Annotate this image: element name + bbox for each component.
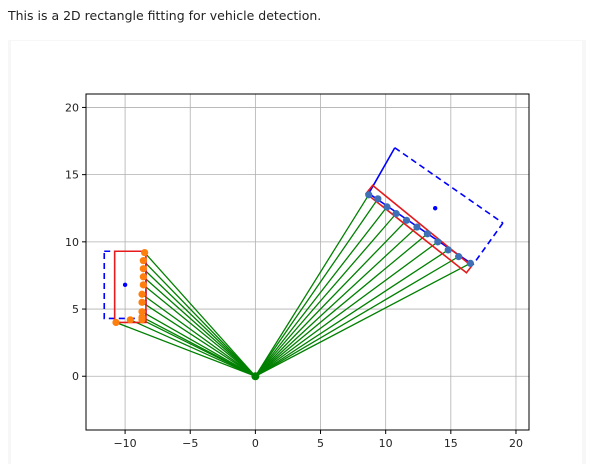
- left-point: [126, 316, 134, 324]
- ray-line: [142, 276, 256, 377]
- right-point: [365, 191, 373, 199]
- right-point: [434, 238, 442, 246]
- right-point: [374, 195, 382, 203]
- y-tick-label: 5: [72, 303, 79, 316]
- x-tick-label: 5: [317, 437, 324, 450]
- right-bbox-side: [394, 147, 504, 224]
- x-tick-label: 10: [379, 437, 393, 450]
- ray-line: [141, 301, 256, 377]
- ray-line: [254, 194, 370, 377]
- left-point: [141, 248, 149, 257]
- right-point: [402, 216, 411, 224]
- ray-line: [130, 319, 256, 377]
- right-point: [413, 223, 421, 231]
- left-point: [139, 257, 147, 265]
- right-point: [392, 210, 400, 218]
- left-point: [139, 265, 147, 273]
- ray-line: [255, 262, 471, 377]
- ray-line: [142, 268, 256, 377]
- ray-line: [141, 316, 256, 377]
- ray-line: [254, 233, 428, 377]
- ray-line: [254, 241, 439, 377]
- ray-line: [144, 252, 256, 377]
- caption-text: This is a 2D rectangle fitting for vehic…: [8, 8, 322, 23]
- ray-lines: [115, 194, 471, 377]
- vehicle-rect-fit-chart: −10 −5 0 5 10 15 20 0 5 10 15 20: [65, 93, 530, 450]
- right-point: [444, 246, 452, 254]
- ray-line: [254, 219, 407, 377]
- axis-ticks: −10 −5 0 5 10 15 20 0 5 10 15 20: [65, 101, 523, 450]
- y-tick-label: 15: [65, 169, 79, 182]
- right-center-point: [432, 206, 438, 211]
- x-tick-label: −5: [182, 437, 198, 450]
- fit-shapes: [103, 147, 504, 324]
- ray-line: [142, 260, 256, 377]
- left-point: [138, 290, 146, 298]
- x-tick-label: 0: [252, 437, 259, 450]
- grid: [86, 94, 529, 430]
- left-point: [138, 313, 146, 321]
- ray-line: [254, 198, 379, 377]
- left-center-point: [122, 282, 128, 288]
- ray-line: [254, 226, 418, 377]
- y-tick-label: 20: [65, 101, 79, 114]
- left-point: [139, 281, 147, 289]
- left-bbox-dashed: [103, 250, 147, 320]
- ray-line: [255, 249, 449, 377]
- axes-frame: [85, 93, 530, 431]
- left-point: [138, 308, 146, 316]
- ray-line: [255, 256, 459, 377]
- data-points: [112, 191, 474, 381]
- x-tick-label: 20: [509, 437, 523, 450]
- right-point: [455, 253, 463, 261]
- output-area: −10 −5 0 5 10 15 20 0 5 10 15 20: [8, 40, 586, 464]
- figure-canvas: [11, 41, 582, 464]
- ray-line: [141, 311, 256, 377]
- x-tick-label: −10: [113, 437, 136, 450]
- left-fit-box: [113, 250, 147, 324]
- right-point: [383, 203, 391, 211]
- ray-line: [141, 293, 256, 377]
- left-point: [139, 273, 147, 281]
- right-point: [423, 230, 431, 238]
- right-point: [466, 259, 474, 267]
- left-point: [138, 298, 146, 306]
- right-bbox-side: [472, 222, 504, 266]
- left-point: [112, 318, 120, 327]
- ray-line: [115, 321, 256, 377]
- origin-point: [251, 372, 260, 381]
- y-tick-label: 0: [72, 370, 79, 383]
- ray-line: [254, 206, 388, 377]
- x-tick-label: 15: [444, 437, 458, 450]
- y-tick-label: 10: [65, 236, 79, 249]
- ray-line: [142, 284, 256, 377]
- ray-line: [254, 213, 397, 377]
